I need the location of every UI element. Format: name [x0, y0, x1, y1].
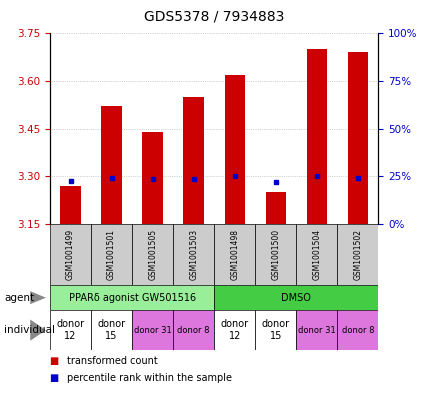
Text: DMSO: DMSO [281, 293, 311, 303]
Text: GSM1001504: GSM1001504 [312, 229, 321, 280]
Text: donor 8: donor 8 [341, 326, 373, 334]
Bar [132, 224, 173, 285]
Bar [50, 285, 214, 310]
Text: GSM1001498: GSM1001498 [230, 229, 239, 280]
Text: GSM1001501: GSM1001501 [107, 229, 116, 280]
Bar [91, 224, 132, 285]
Bar [214, 310, 255, 350]
Text: transformed count: transformed count [67, 356, 158, 366]
Text: ■: ■ [50, 356, 62, 366]
Bar [347, 52, 367, 224]
Text: GDS5378 / 7934883: GDS5378 / 7934883 [144, 9, 284, 24]
Text: agent: agent [4, 293, 34, 303]
Bar [224, 75, 244, 224]
Polygon shape [30, 320, 46, 341]
Bar [214, 224, 255, 285]
Bar [173, 310, 214, 350]
Text: GSM1001502: GSM1001502 [352, 229, 362, 280]
Text: donor
12: donor 12 [56, 320, 85, 341]
Bar [173, 224, 214, 285]
Bar [101, 107, 122, 224]
Text: donor 8: donor 8 [177, 326, 210, 334]
Text: PPARδ agonist GW501516: PPARδ agonist GW501516 [69, 293, 195, 303]
Text: GSM1001500: GSM1001500 [271, 229, 279, 280]
Bar [50, 310, 91, 350]
Text: ■: ■ [50, 373, 62, 383]
Bar [142, 132, 163, 224]
Bar [255, 224, 296, 285]
Bar [337, 310, 378, 350]
Text: percentile rank within the sample: percentile rank within the sample [67, 373, 232, 383]
Bar [183, 97, 204, 224]
Bar [296, 310, 337, 350]
Text: individual: individual [4, 325, 55, 335]
Bar [91, 310, 132, 350]
Text: donor
15: donor 15 [97, 320, 125, 341]
Bar [214, 285, 378, 310]
Text: donor
15: donor 15 [261, 320, 289, 341]
Text: donor 31: donor 31 [134, 326, 171, 334]
Bar [50, 224, 91, 285]
Bar [255, 310, 296, 350]
Text: donor
12: donor 12 [220, 320, 248, 341]
Text: donor 31: donor 31 [297, 326, 335, 334]
Bar [337, 224, 378, 285]
Bar [306, 49, 326, 224]
Polygon shape [30, 291, 46, 304]
Bar [296, 224, 337, 285]
Text: GSM1001499: GSM1001499 [66, 229, 75, 280]
Text: GSM1001503: GSM1001503 [189, 229, 198, 280]
Bar [132, 310, 173, 350]
Bar [60, 186, 81, 224]
Bar [265, 192, 286, 224]
Text: GSM1001505: GSM1001505 [148, 229, 157, 280]
